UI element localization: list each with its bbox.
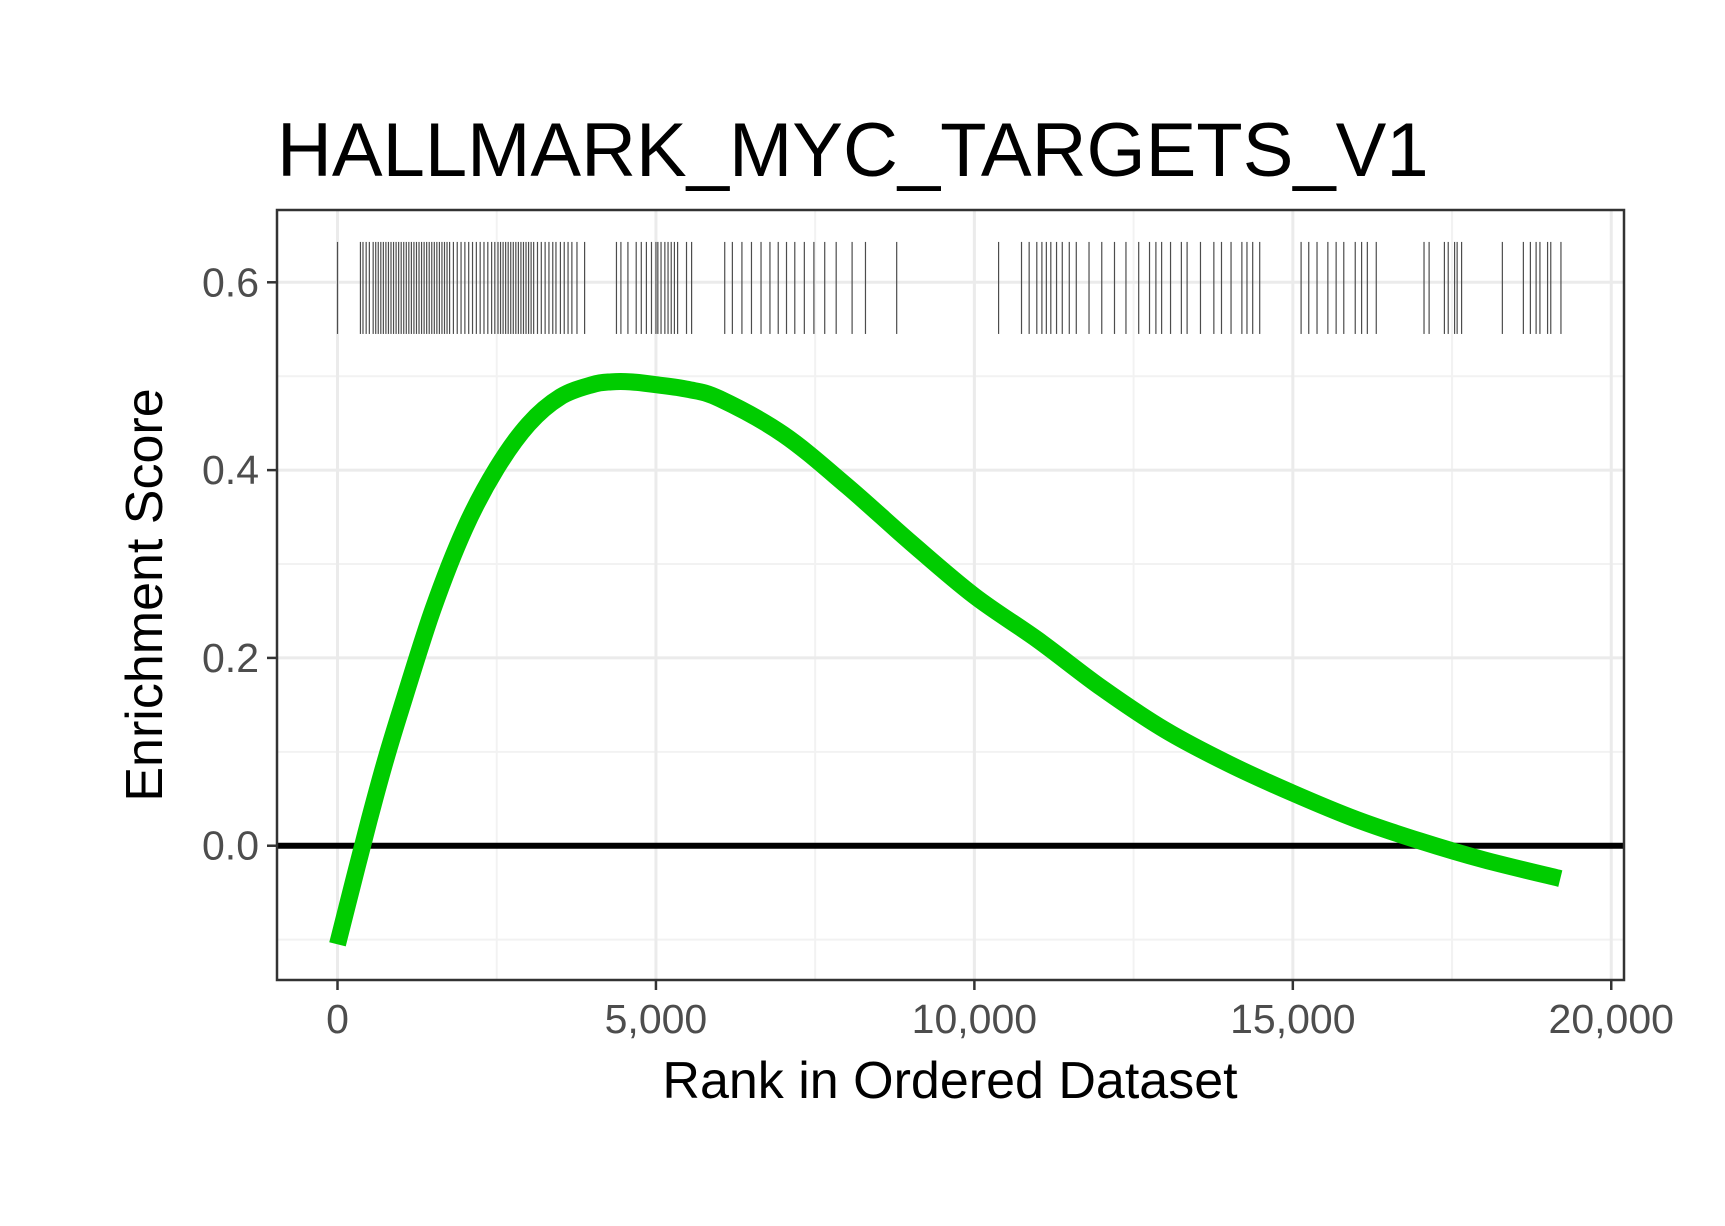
y-tick-label: 0.2 [202,635,259,681]
y-tick-label: 0.4 [202,447,259,493]
x-tick-label: 5,000 [605,996,708,1042]
x-tick-label: 10,000 [912,996,1037,1042]
x-tick-label: 0 [326,996,349,1042]
x-axis-title: Rank in Ordered Dataset [662,1052,1238,1110]
y-tick-label: 0.6 [202,259,259,305]
plot-panel-background [277,210,1624,980]
y-tick-label: 0.0 [202,823,259,869]
y-axis-title: Enrichment Score [116,388,174,801]
x-tick-label: 15,000 [1230,996,1355,1042]
chart-title: HALLMARK_MYC_TARGETS_V1 [277,108,1429,193]
x-tick-label: 20,000 [1549,996,1674,1042]
enrichment-score-line [329,372,1563,947]
plot-panel-border [275,208,1626,982]
